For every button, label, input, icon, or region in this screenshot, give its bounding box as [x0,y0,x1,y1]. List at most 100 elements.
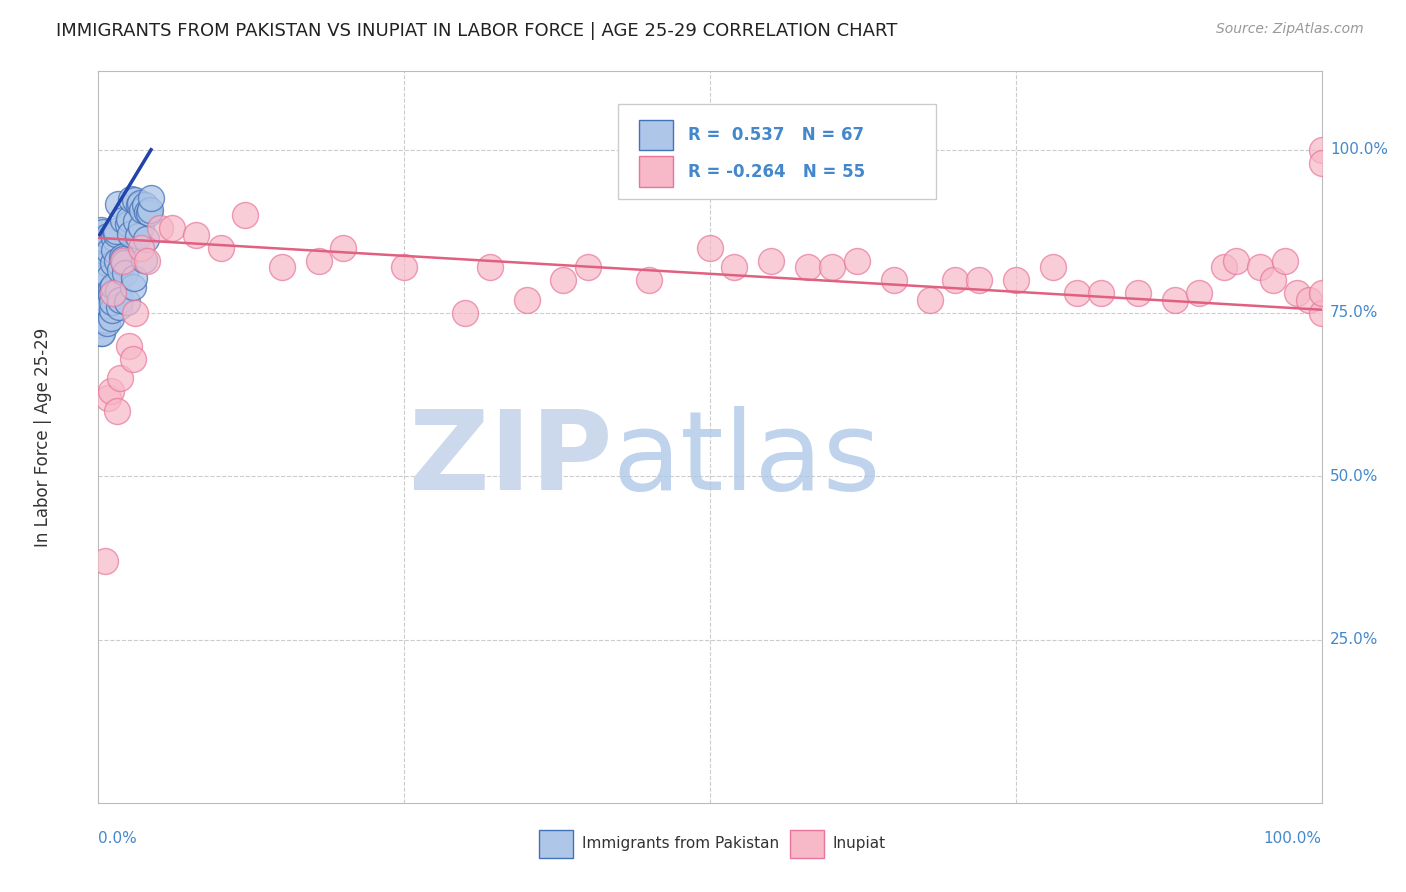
Point [135,232,157,246]
Point [97,391,120,405]
Point [111,250,134,264]
FancyBboxPatch shape [619,104,936,200]
Point [761,253,783,268]
Point [1261,273,1284,287]
Point [1310,156,1333,170]
Point [100,384,122,399]
Point [118,212,141,227]
Point [1249,260,1271,275]
Point [332,241,354,255]
Point [93,313,115,327]
Bar [538,830,574,858]
Point [797,260,820,275]
Point [101,256,124,270]
Text: R =  0.537   N = 67: R = 0.537 N = 67 [688,126,865,144]
Point [1066,286,1088,301]
Point [91,225,114,239]
Point [124,194,146,208]
Point [132,253,155,268]
Point [101,278,124,293]
Point [111,252,134,267]
Point [93,276,115,290]
Point [129,241,152,255]
Point [100,282,122,296]
Point [209,241,232,255]
Text: In Labor Force | Age 25-29: In Labor Force | Age 25-29 [34,327,52,547]
Point [118,339,141,353]
Point [104,225,127,239]
Point [149,221,172,235]
Point [94,233,117,247]
Point [91,252,114,267]
Point [1225,253,1247,268]
Text: 100.0%: 100.0% [1264,830,1322,846]
Point [104,227,127,241]
Point [129,220,152,235]
Text: atlas: atlas [612,406,880,513]
Point [90,299,112,313]
Point [1004,273,1026,287]
Point [91,231,114,245]
Point [576,260,599,275]
Point [112,256,135,270]
Point [100,311,122,326]
Point [100,288,122,302]
Point [97,229,120,244]
Point [120,227,142,241]
Point [117,217,139,231]
Point [124,306,146,320]
Point [553,273,575,287]
Point [1164,293,1187,307]
Point [96,301,118,315]
Point [111,253,134,268]
Point [699,241,721,255]
Point [821,260,844,275]
Point [91,326,114,340]
Point [114,266,136,280]
Point [89,318,111,333]
Point [1298,293,1320,307]
Point [139,191,162,205]
Point [105,254,128,268]
Point [134,198,156,212]
Point [131,202,153,217]
Point [160,221,183,235]
Point [93,267,115,281]
Point [103,231,125,245]
Point [90,223,112,237]
Point [90,326,112,340]
Point [89,301,111,316]
Point [270,260,294,275]
Point [1310,143,1333,157]
Point [1274,253,1296,268]
Point [97,298,120,312]
Point [89,252,111,267]
Point [920,293,942,307]
Point [1310,286,1333,301]
Point [91,235,114,250]
Point [127,229,149,244]
Point [94,244,117,259]
Text: 50.0%: 50.0% [1330,469,1378,483]
Point [233,208,256,222]
Point [943,273,966,287]
Point [101,302,124,317]
Point [121,280,143,294]
Point [94,268,117,283]
Point [308,253,330,268]
Point [845,253,868,268]
Point [1042,260,1064,275]
Point [1286,286,1309,301]
Point [1310,306,1333,320]
Point [478,260,501,275]
Point [637,273,661,287]
Point [128,197,150,211]
Point [107,197,129,211]
Text: 100.0%: 100.0% [1330,142,1388,157]
Point [1188,286,1211,301]
Point [98,270,121,285]
Text: 75.0%: 75.0% [1330,305,1378,320]
Point [96,316,118,330]
Point [115,294,138,309]
Point [93,554,115,568]
